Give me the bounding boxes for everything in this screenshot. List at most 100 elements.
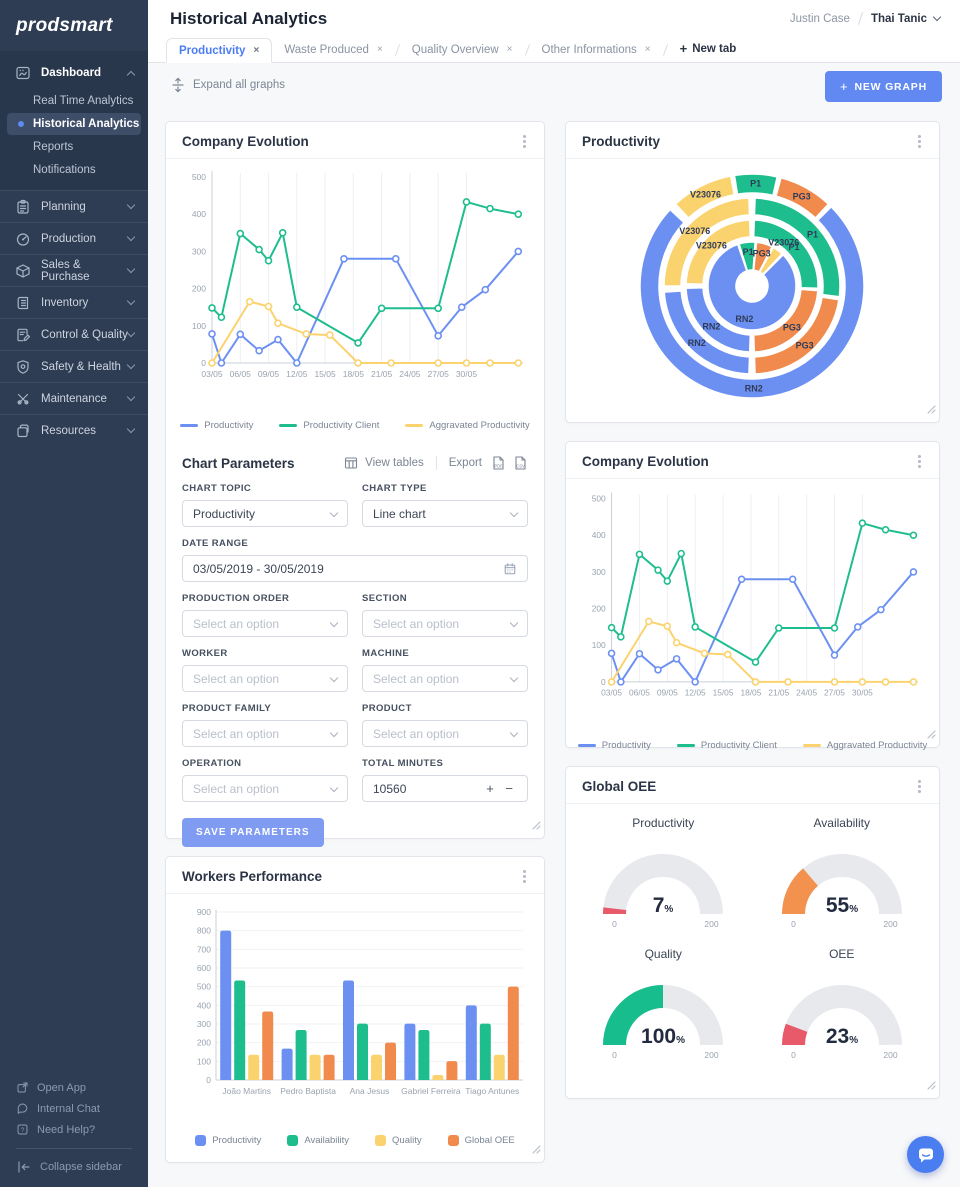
svg-text:21/05: 21/05 <box>768 688 789 698</box>
date-range-input[interactable]: 03/05/2019 - 30/05/2019 <box>182 555 528 582</box>
kebab-menu-icon[interactable] <box>918 460 921 463</box>
resize-handle-icon[interactable] <box>927 726 936 744</box>
global-oee-card: Global OEE Productivity 0 200 7% Availabilit… <box>565 766 940 1099</box>
sidebar-item-inventory[interactable]: Inventory <box>0 286 148 318</box>
kebab-menu-icon[interactable] <box>523 140 526 143</box>
chevron-down-icon <box>932 12 942 22</box>
select-product-family[interactable]: Select an option <box>182 720 348 747</box>
save-parameters-button[interactable]: SAVE PARAMETERS <box>182 818 324 847</box>
chevron-down-icon <box>329 618 339 627</box>
kebab-menu-icon[interactable] <box>918 785 921 788</box>
select-operation[interactable]: Select an option <box>182 775 348 802</box>
sidebar-item-dashboard[interactable]: Dashboard <box>0 57 148 89</box>
workers-performance-card: Workers Performance 0 100 200 300 400 500 600 7… <box>165 856 545 1163</box>
close-icon[interactable]: × <box>376 44 383 55</box>
select-product[interactable]: Select an option <box>362 720 528 747</box>
sidebar-item-production[interactable]: Production <box>0 222 148 254</box>
field-chart-type: CHART TYPE Line chart <box>362 483 528 527</box>
sidebar: prodsmart Dashboard Real Time Analytics H… <box>0 0 148 1187</box>
legend-label: Global OEE <box>464 1135 515 1146</box>
legend-swatch <box>195 1135 207 1146</box>
legend-label: Productivity <box>204 420 254 431</box>
open-app-link[interactable]: Open App <box>0 1077 148 1098</box>
card-title: Company Evolution <box>182 134 309 149</box>
card-title: Global OEE <box>582 779 657 794</box>
sidebar-item-maintenance[interactable]: Maintenance <box>0 382 148 414</box>
tab-bar: Productivity × Waste Produced × Quality Over… <box>148 37 960 63</box>
legend-item: Productivity Client <box>676 740 777 751</box>
select-production-order[interactable]: Select an option <box>182 610 348 637</box>
sidebar-item-notifications[interactable]: Notifications <box>7 159 141 181</box>
svg-text:Tiago Antunes: Tiago Antunes <box>465 1086 519 1096</box>
company-evolution-line-chart: 03/05 06/05 09/05 12/05 15/05 18/05 21/05 24/05… <box>592 492 919 698</box>
svg-text:0: 0 <box>612 1050 617 1060</box>
company-switcher[interactable]: Thai Tanic <box>871 12 942 25</box>
close-icon[interactable]: × <box>644 44 651 55</box>
svg-text:RN2: RN2 <box>735 314 753 324</box>
need-help--link[interactable]: ? Need Help? <box>0 1119 148 1140</box>
company-evolution-card-2: Company Evolution 03/05 06/05 09/05 12/05 15… <box>565 441 940 751</box>
field-value: Select an option <box>193 726 280 741</box>
new-graph-button[interactable]: + NEW GRAPH <box>825 71 942 102</box>
legend-item: Availability <box>287 1135 349 1146</box>
sidebar-item-label: Planning <box>41 200 86 213</box>
tab-quality-overview[interactable]: Quality Overview × <box>400 37 525 62</box>
kebab-menu-icon[interactable] <box>918 140 921 143</box>
collapse-sidebar-button[interactable]: Collapse sidebar <box>0 1155 148 1179</box>
sidebar-item-resources[interactable]: Resources <box>0 414 148 446</box>
export-csv-button[interactable]: CSV <box>512 455 528 471</box>
chevron-down-icon <box>329 508 339 517</box>
svg-text:V23076: V23076 <box>679 226 710 236</box>
tab-productivity[interactable]: Productivity × <box>166 38 273 63</box>
select-chart-topic[interactable]: Productivity <box>182 500 348 527</box>
field-label: TOTAL MINUTES <box>362 758 444 769</box>
app-logo: prodsmart <box>16 15 113 36</box>
select-worker[interactable]: Select an option <box>182 665 348 692</box>
total-minutes-stepper[interactable]: 10560 + − <box>362 775 528 802</box>
close-icon[interactable]: × <box>506 44 513 55</box>
sidebar-item-safety-health[interactable]: Safety & Health <box>0 350 148 382</box>
svg-text:800: 800 <box>197 926 211 936</box>
svg-text:V23076: V23076 <box>696 240 727 250</box>
sidebar-item-real-time-analytics[interactable]: Real Time Analytics <box>7 90 141 112</box>
sidebar-item-planning[interactable]: Planning <box>0 190 148 222</box>
svg-text:7%: 7% <box>653 894 674 917</box>
field-label: OPERATION <box>182 758 242 769</box>
chevron-down-icon <box>329 728 339 737</box>
tab-waste-produced[interactable]: Waste Produced × <box>272 37 394 62</box>
workers-performance-bar-chart: 0 100 200 300 400 500 600 700 800 900 João Martins… <box>197 907 523 1096</box>
internal-chat-link[interactable]: Internal Chat <box>0 1098 148 1119</box>
select-section[interactable]: Select an option <box>362 610 528 637</box>
field-label: PRODUCTION ORDER <box>182 593 290 604</box>
kebab-menu-icon[interactable] <box>523 875 526 878</box>
legend-swatch <box>287 1135 299 1146</box>
svg-text:09/05: 09/05 <box>657 688 678 698</box>
chevron-down-icon <box>126 264 136 274</box>
gauge-chart: 0 200 23% <box>781 984 902 1060</box>
export-pdf-button[interactable]: PDF <box>490 455 506 471</box>
sidebar-footer: Open App Internal Chat? Need Help? Collaps… <box>0 1077 148 1179</box>
expand-all-graphs-button[interactable]: Expand all graphs <box>170 77 285 93</box>
close-icon[interactable]: × <box>253 45 260 56</box>
resize-handle-icon[interactable] <box>532 817 541 835</box>
svg-text:200: 200 <box>705 1050 719 1060</box>
select-chart-type[interactable]: Line chart <box>362 500 528 527</box>
sidebar-item-sales-purchase[interactable]: Sales & Purchase <box>0 254 148 286</box>
resize-handle-icon[interactable] <box>532 1141 541 1159</box>
select-machine[interactable]: Select an option <box>362 665 528 692</box>
stepper-controls[interactable]: + − <box>486 781 517 796</box>
tab-other-informations[interactable]: Other Informations × <box>530 37 663 62</box>
resize-handle-icon[interactable] <box>927 1077 936 1095</box>
sidebar-item-label: Safety & Health <box>41 360 121 373</box>
svg-text:PG3: PG3 <box>753 248 771 258</box>
svg-text:600: 600 <box>197 963 211 973</box>
resize-handle-icon[interactable] <box>927 401 936 419</box>
sidebar-item-control-quality[interactable]: Control & Quality <box>0 318 148 350</box>
sidebar-item-reports[interactable]: Reports <box>7 136 141 158</box>
field-label: PRODUCT <box>362 703 412 714</box>
chat-fab-button[interactable] <box>907 1136 944 1173</box>
sidebar-item-historical-analytics[interactable]: Historical Analytics <box>7 113 141 135</box>
svg-text:300: 300 <box>197 1019 211 1029</box>
new-tab-button[interactable]: + New tab <box>668 41 749 62</box>
view-tables-button[interactable]: View tables <box>343 455 424 471</box>
